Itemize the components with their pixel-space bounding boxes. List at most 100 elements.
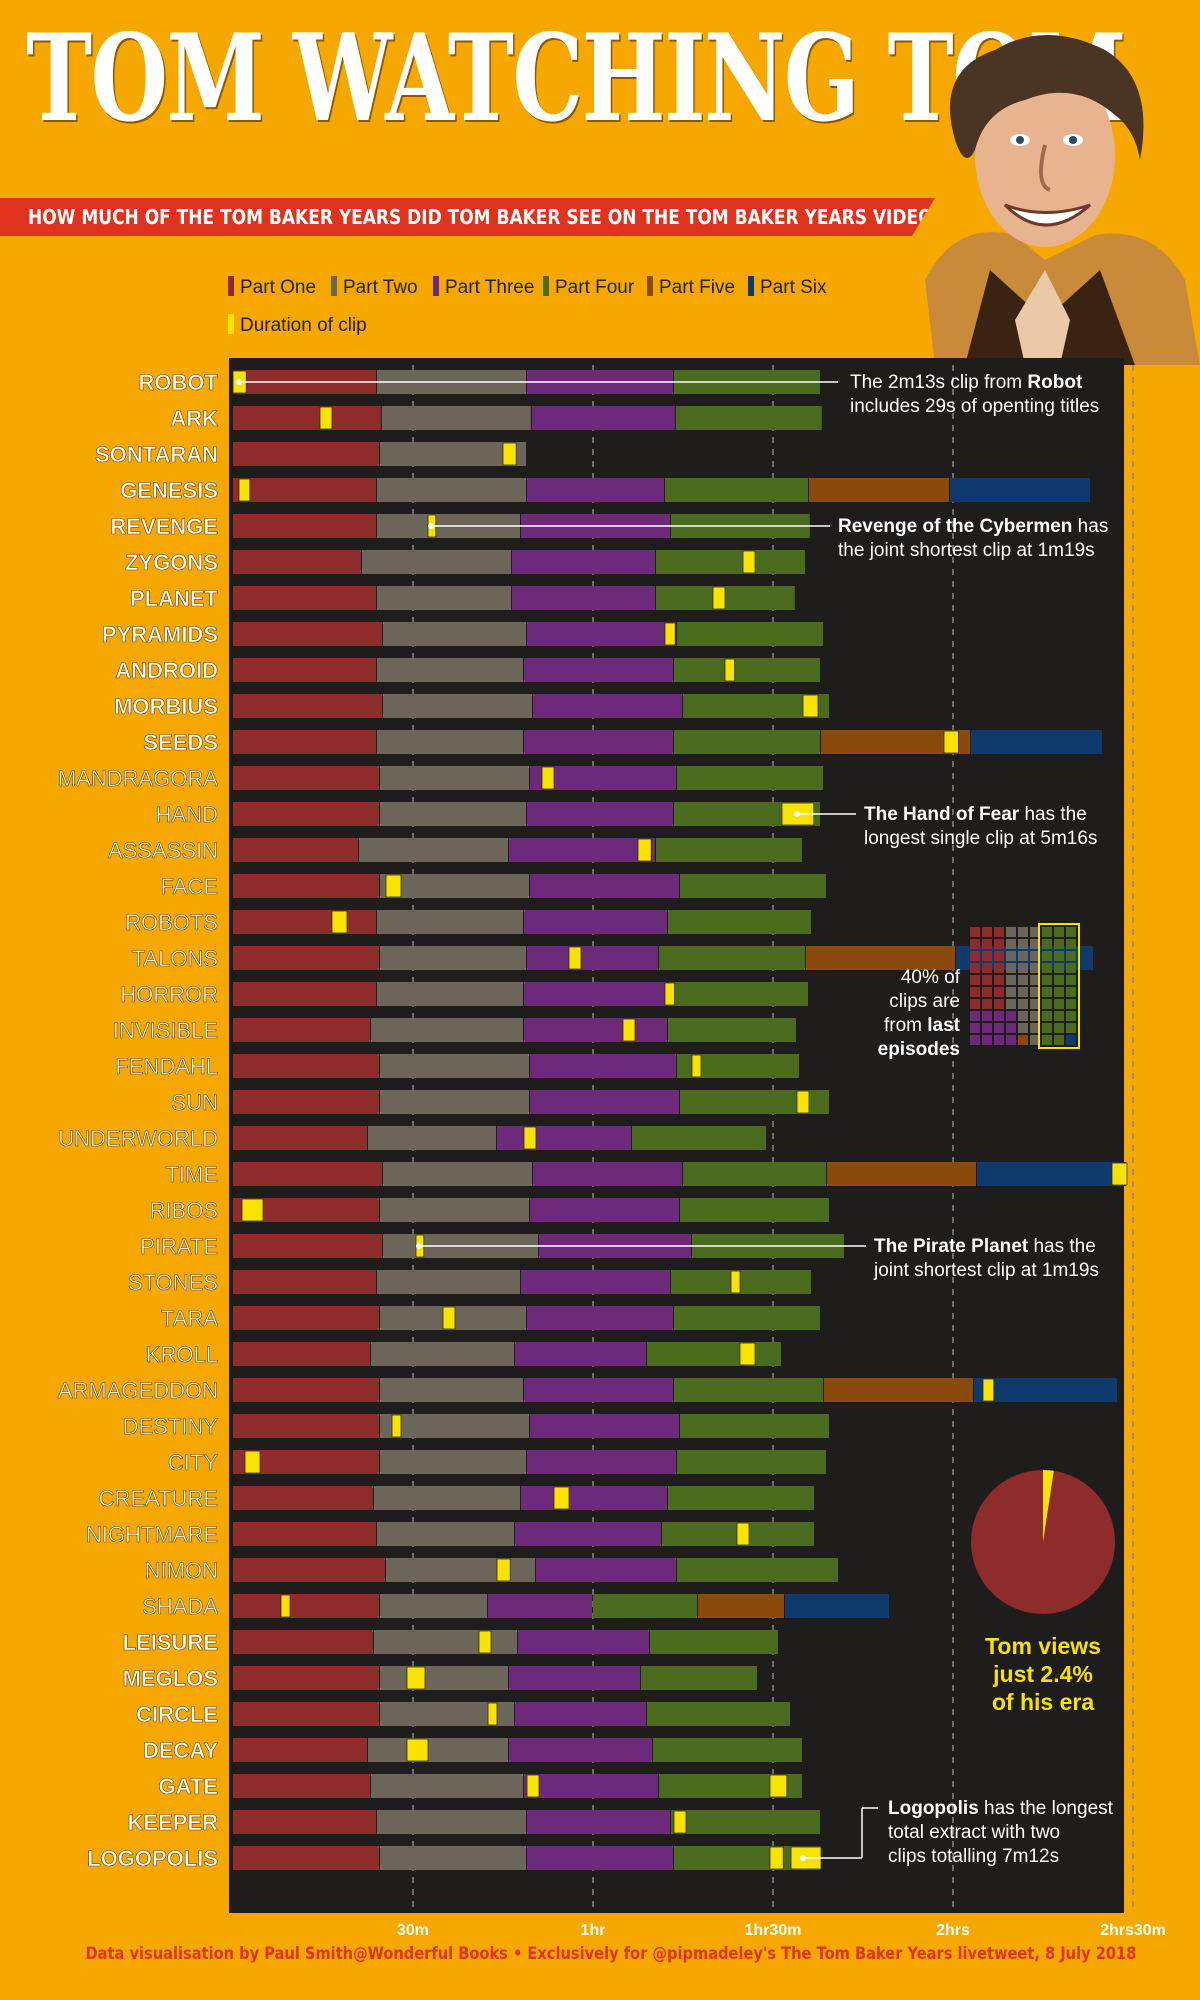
bar-part-5 [806, 946, 955, 970]
waffle-cell [1066, 975, 1076, 985]
bar-part-2 [380, 802, 526, 826]
chart-subtitle: HOW MUCH OF THE TOM BAKER YEARS DID TOM … [28, 205, 943, 229]
bar-part-2 [371, 1774, 523, 1798]
clip-mark [796, 1090, 810, 1114]
annotations-layer: The 2m13s clip from Robot includes 29s of… [236, 372, 1115, 1867]
annotation-text: Revenge of the Cybermen has [838, 516, 1108, 537]
bar-part-4 [659, 946, 805, 970]
bar-part-1 [233, 1162, 382, 1186]
scarf-shape [1015, 270, 1070, 365]
bar-part-2 [368, 1126, 496, 1150]
bar-part-1 [233, 766, 379, 790]
story-label: UNDERWORLD [58, 1126, 218, 1151]
annotation-text: joint shortest clip at 1m19s [873, 1260, 1099, 1281]
waffle-cell [1006, 963, 1016, 973]
bar-part-2 [377, 658, 523, 682]
bar-part-3 [527, 1810, 670, 1834]
waffle-cell [1066, 1011, 1076, 1021]
story-label: INVISIBLE [113, 1018, 218, 1043]
waffle-cell [970, 1023, 980, 1033]
annotation-span: longest single clip at 5m16s [864, 828, 1097, 849]
bar-part-4 [656, 838, 802, 862]
bar-part-4 [668, 1018, 796, 1042]
legend-swatch [433, 276, 439, 296]
story-label: CITY [168, 1450, 218, 1475]
waffle-cell [994, 939, 1004, 949]
bar-part-2 [380, 1414, 529, 1438]
annotation-span: clips are [889, 991, 960, 1012]
waffle-cell [1006, 939, 1016, 949]
annotation-span: has [1072, 516, 1108, 537]
waffle-cell [1054, 987, 1064, 997]
legend-item-part-six: Part Six [748, 276, 827, 299]
bar-part-6 [950, 478, 1090, 502]
legend-item-clip: Duration of clip [228, 314, 367, 337]
legend-label: Part Two [343, 277, 418, 298]
waffle-cell [1018, 951, 1028, 961]
bar-part-4 [668, 910, 811, 934]
clip-mark [502, 442, 517, 466]
bar-part-2 [368, 1738, 508, 1762]
annotation-span: last [927, 1015, 960, 1036]
waffle-highlight [1038, 923, 1080, 1049]
story-label: TARA [161, 1306, 218, 1331]
bar-part-1 [233, 838, 358, 862]
waffle-cell [1054, 939, 1064, 949]
waffle-cell [1042, 939, 1052, 949]
story-label: ARK [170, 406, 218, 431]
story-label: TIME [165, 1162, 218, 1187]
story-label: CREATURE [99, 1486, 218, 1511]
bar-part-1 [233, 1342, 370, 1366]
chart-canvas: ROBOT ARK SONTARAN GENESIS REVENGE ZYGONS PLAN… [58, 358, 1166, 1939]
bar-part-1 [233, 874, 379, 898]
waffle-cell [970, 999, 980, 1009]
waffle-cell [1054, 927, 1064, 937]
legend-swatch [228, 314, 234, 334]
annotation-span: joint shortest clip at 1m19s [873, 1260, 1099, 1281]
story-label: MEGLOS [123, 1666, 218, 1691]
waffle-cell [1018, 1035, 1028, 1045]
story-label: KROLL [146, 1342, 218, 1367]
clip-mark [391, 1414, 402, 1438]
waffle-cell [1018, 927, 1028, 937]
clip-mark [730, 1270, 741, 1294]
bar-part-4 [632, 1126, 766, 1150]
right-pupil [1069, 136, 1077, 144]
bar-part-1 [233, 802, 379, 826]
bar-part-2 [377, 982, 523, 1006]
bar-part-2 [374, 1630, 517, 1654]
leader-dot [800, 1855, 806, 1861]
bar-part-2 [377, 586, 511, 610]
annotation-span: The Pirate Planet [874, 1236, 1029, 1257]
story-label: ASSASSIN [108, 838, 218, 863]
waffle-cell [1018, 999, 1028, 1009]
clip-mark [553, 1486, 570, 1510]
hair-shape [950, 35, 1144, 160]
bar-part-3 [512, 586, 655, 610]
bar-part-5 [698, 1594, 784, 1618]
waffle-cell [1030, 987, 1040, 997]
story-label: STONES [128, 1270, 218, 1295]
annotation-text: the joint shortest clip at 1m19s [838, 540, 1095, 561]
waffle-cell [1006, 1011, 1016, 1021]
bar-part-2 [381, 406, 531, 430]
waffle-cell [1042, 987, 1052, 997]
story-label: MANDRAGORA [58, 766, 218, 791]
clip-mark [238, 478, 251, 502]
annotation-text: Tom views [985, 1633, 1101, 1659]
x-tick-label: 30m [397, 1922, 429, 1939]
waffle-cell [1054, 963, 1064, 973]
bar-part-4 [647, 1342, 781, 1366]
annotation-text: 40% of [901, 967, 961, 988]
annotation-span: just [992, 1661, 1040, 1687]
bar-part-1 [233, 622, 382, 646]
x-tick-label: 2hrs [936, 1922, 970, 1939]
clip-mark [742, 550, 756, 574]
story-label: TALONS [132, 946, 218, 971]
bar-part-1 [233, 406, 381, 430]
waffle-cell [982, 1023, 992, 1033]
bar-part-4 [656, 586, 795, 610]
bar-part-3 [527, 1450, 676, 1474]
bar-part-3 [488, 1594, 592, 1618]
waffle-cell [994, 975, 1004, 985]
